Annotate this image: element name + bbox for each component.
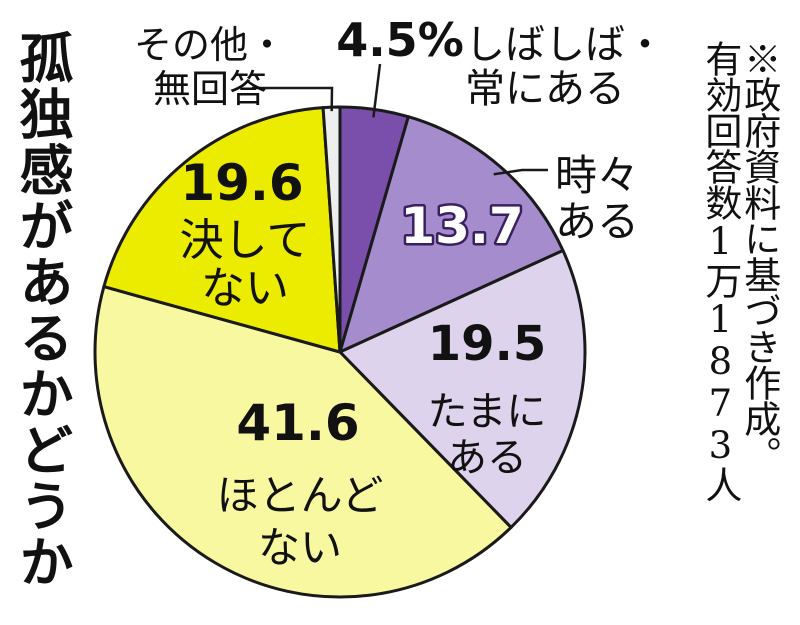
slice-value-2: 13.7 bbox=[400, 197, 523, 255]
source-note-line-1: ※政府資料に基づき作成。 bbox=[737, 40, 781, 472]
slice-label-1: しばしば・常にある bbox=[465, 22, 665, 112]
chart-title: 孤独感があるかどうか bbox=[10, 30, 73, 590]
pie-slice-2 bbox=[338, 115, 565, 354]
source-note: ※政府資料に基づき作成。 有効回答数1万1873人 bbox=[698, 40, 781, 502]
slice-value-4: 41.6 bbox=[236, 394, 359, 452]
pie-slice-5 bbox=[102, 106, 342, 354]
slice-label-4: ほとんどない bbox=[217, 471, 384, 572]
slice-label-2: 時々ある bbox=[555, 151, 639, 246]
slice-label-3: たまにある bbox=[428, 389, 547, 481]
leader-line-2 bbox=[493, 168, 548, 176]
leader-line-6 bbox=[252, 86, 334, 112]
pie-slice-4 bbox=[93, 285, 513, 599]
slice-label-6: その他・無回答 bbox=[134, 23, 286, 111]
slice-value-1: 4.5% bbox=[336, 13, 464, 67]
slice-label-5: 決してない bbox=[180, 215, 311, 314]
slice-value-3: 19.5 bbox=[428, 316, 546, 372]
leader-line-1 bbox=[372, 63, 382, 118]
pie-slice-3 bbox=[338, 248, 587, 529]
source-note-line-2: 有効回答数1万1873人 bbox=[698, 40, 742, 502]
slice-value-5: 19.6 bbox=[180, 154, 303, 212]
